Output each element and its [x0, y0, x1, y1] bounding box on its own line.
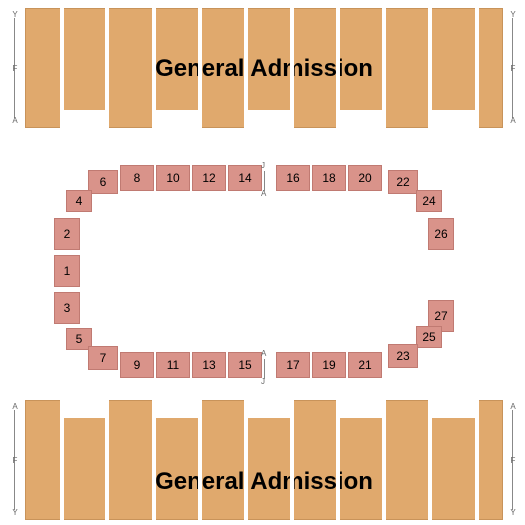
section-12[interactable]: 12: [192, 165, 226, 191]
row-mark-J: J: [261, 161, 265, 170]
section-22[interactable]: 22: [388, 170, 418, 194]
ga-divider: [475, 400, 479, 520]
row-label-A: A: [508, 402, 518, 411]
ga-cut: [336, 110, 382, 128]
section-9[interactable]: 9: [120, 352, 154, 378]
ga-cut: [428, 400, 475, 418]
section-8[interactable]: 8: [120, 165, 154, 191]
section-26[interactable]: 26: [428, 218, 454, 250]
section-15[interactable]: 15: [228, 352, 262, 378]
ga-divider: [105, 400, 109, 520]
row-label-A: A: [508, 116, 518, 125]
section-20[interactable]: 20: [348, 165, 382, 191]
section-23[interactable]: 23: [388, 344, 418, 368]
row-label-F: F: [10, 456, 20, 465]
section-16[interactable]: 16: [276, 165, 310, 191]
section-2[interactable]: 2: [54, 218, 80, 250]
section-10[interactable]: 10: [156, 165, 190, 191]
row-mark-line: [264, 359, 265, 379]
ga-divider: [336, 400, 340, 520]
row-label-Y: Y: [508, 10, 518, 19]
section-4[interactable]: 4: [66, 190, 92, 212]
ga-divider: [290, 8, 294, 128]
row-label-F: F: [508, 64, 518, 73]
ga-divider: [382, 400, 386, 520]
ga-divider: [152, 400, 156, 520]
ga-divider: [60, 400, 64, 520]
row-label-F: F: [508, 456, 518, 465]
section-7[interactable]: 7: [88, 346, 118, 370]
section-25[interactable]: 25: [416, 326, 442, 348]
ga-cut: [152, 110, 198, 128]
section-19[interactable]: 19: [312, 352, 346, 378]
row-mark-line: [264, 171, 265, 191]
row-label-A: A: [10, 402, 20, 411]
section-18[interactable]: 18: [312, 165, 346, 191]
section-11[interactable]: 11: [156, 352, 190, 378]
ga-cut: [60, 400, 105, 418]
row-label-Y: Y: [508, 508, 518, 517]
ga-divider: [382, 8, 386, 128]
section-24[interactable]: 24: [416, 190, 442, 212]
ga-divider: [290, 400, 294, 520]
row-label-F: F: [10, 64, 20, 73]
ga-cut: [60, 110, 105, 128]
row-label-Y: Y: [10, 10, 20, 19]
section-21[interactable]: 21: [348, 352, 382, 378]
ga-cut: [244, 400, 290, 418]
ga-divider: [428, 400, 432, 520]
ga-divider: [198, 8, 202, 128]
ga-cut: [428, 110, 475, 128]
section-13[interactable]: 13: [192, 352, 226, 378]
ga-divider: [105, 8, 109, 128]
ga-cut: [244, 110, 290, 128]
seating-chart: { "canvas": { "width": 525, "height": 52…: [0, 0, 525, 525]
ga-cut: [336, 400, 382, 418]
ga-divider: [475, 8, 479, 128]
section-1[interactable]: 1: [54, 255, 80, 287]
section-6[interactable]: 6: [88, 170, 118, 194]
ga-divider: [198, 400, 202, 520]
section-17[interactable]: 17: [276, 352, 310, 378]
section-14[interactable]: 14: [228, 165, 262, 191]
section-3[interactable]: 3: [54, 292, 80, 324]
row-mark-A: A: [261, 349, 266, 358]
row-label-A: A: [10, 116, 20, 125]
row-label-Y: Y: [10, 508, 20, 517]
ga-divider: [244, 400, 248, 520]
ga-cut: [152, 400, 198, 418]
